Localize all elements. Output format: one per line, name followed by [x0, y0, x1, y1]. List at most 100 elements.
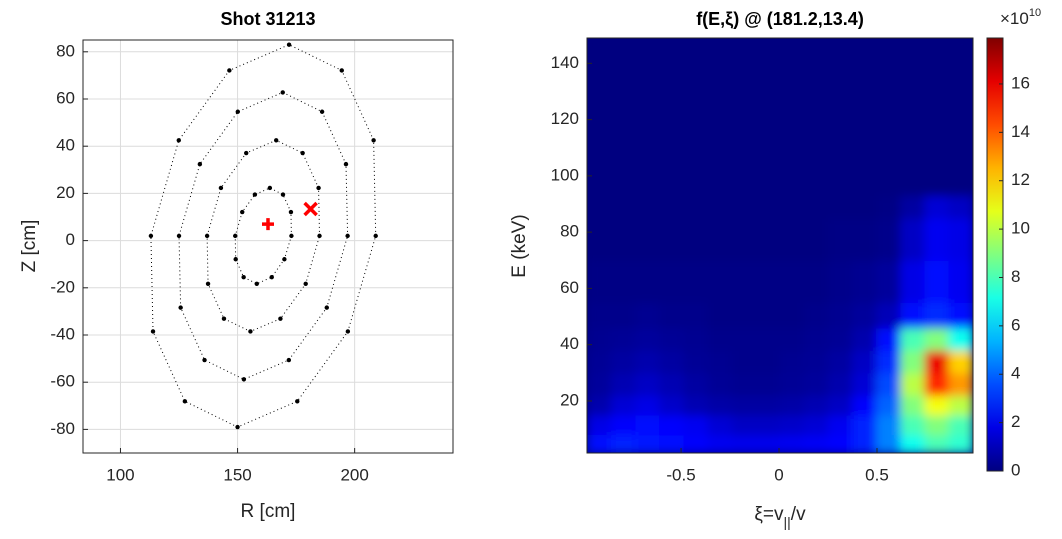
- heatmap-cell: [707, 372, 733, 396]
- heatmap-cell: [779, 395, 805, 416]
- heatmap-cells: [587, 38, 973, 453]
- grid-point: [197, 161, 203, 167]
- grid-point: [240, 209, 245, 215]
- grid-point: [317, 233, 322, 239]
- heatmap-cell: [924, 350, 950, 374]
- heatmap-cell: [587, 395, 612, 416]
- exponent-base: ×10: [1000, 9, 1029, 28]
- colorbar-tick-label: 14: [1011, 122, 1030, 141]
- grid-point: [205, 281, 211, 286]
- heatmap-cell: [948, 350, 973, 374]
- grid-point: [227, 68, 232, 73]
- heatmap-cell: [707, 350, 733, 374]
- heatmap-cell: [803, 302, 829, 329]
- grid-point: [176, 138, 181, 143]
- heatmap-cell: [924, 119, 950, 197]
- heatmap-cell: [611, 372, 636, 396]
- heatmap-cell: [900, 195, 925, 219]
- heatmap-cell: [683, 350, 709, 374]
- grid-point: [235, 109, 240, 114]
- heatmap-cell: [611, 119, 636, 197]
- heatmap-cell: [900, 350, 925, 374]
- x-axis-label: ξ=v||/v: [754, 504, 806, 530]
- heatmap-cell: [852, 218, 877, 261]
- heatmap-cell: [876, 372, 901, 396]
- heatmap-cell: [587, 415, 612, 436]
- grid-point: [235, 424, 240, 430]
- grid-point: [345, 329, 351, 334]
- heatmap-cell: [659, 302, 684, 329]
- grid-point: [324, 305, 329, 310]
- heatmap-cell: [924, 260, 950, 303]
- heatmap-cell: [683, 395, 709, 416]
- x-label-part: ξ=v: [754, 504, 784, 525]
- heatmap-cell: [779, 415, 805, 436]
- heatmap-cell: [659, 395, 684, 416]
- heatmap-cell: [948, 218, 973, 261]
- heatmap-cell: [755, 327, 781, 351]
- heatmap-cell: [707, 415, 733, 436]
- heatmap-cell: [852, 119, 877, 197]
- heatmap-cell: [731, 434, 757, 453]
- heatmap-cell: [779, 350, 805, 374]
- heatmap-cell: [731, 415, 757, 436]
- heatmap-cell: [779, 260, 805, 303]
- heatmap-cell: [828, 195, 853, 219]
- heatmap-cell: [828, 434, 853, 453]
- heatmap-cell: [803, 260, 829, 303]
- heatmap-cell: [852, 415, 877, 436]
- colorbar-tick-label: 0: [1011, 460, 1020, 479]
- grid-point: [371, 138, 376, 143]
- heatmap-cell: [611, 434, 636, 453]
- heatmap-cell: [900, 415, 925, 436]
- heatmap-cell: [948, 395, 973, 416]
- heatmap-cell: [587, 350, 612, 374]
- heatmap-cell: [900, 218, 925, 261]
- grid-point: [267, 185, 273, 191]
- heatmap-cell: [611, 302, 636, 329]
- heatmap-cell: [611, 395, 636, 416]
- grid-point: [221, 316, 227, 321]
- heatmap-cell: [876, 434, 901, 453]
- heatmap-cell: [755, 395, 781, 416]
- heatmap-cell: [731, 395, 757, 416]
- heatmap-cell: [948, 302, 973, 329]
- heatmap-cell: [900, 372, 925, 396]
- heatmap-cell: [779, 327, 805, 351]
- y-tick-label: 40: [560, 334, 579, 353]
- heatmap-cell: [803, 395, 829, 416]
- heatmap-cell: [707, 434, 733, 453]
- grid-point: [288, 209, 294, 215]
- grid-point: [182, 399, 188, 404]
- heatmap-cell: [755, 302, 781, 329]
- heatmap-cell: [828, 260, 853, 303]
- heatmap-cell: [611, 327, 636, 351]
- heatmap-cell: [900, 38, 925, 121]
- heatmap-cell: [876, 218, 901, 261]
- heatmap-cell: [707, 260, 733, 303]
- grid-point: [178, 305, 183, 310]
- heatmap-cell: [707, 302, 733, 329]
- heatmap-cell: [611, 38, 636, 121]
- heatmap-cell: [900, 434, 925, 453]
- heatmap-cell: [755, 119, 781, 197]
- heatmap-cell: [731, 260, 757, 303]
- heatmap-cell: [803, 327, 829, 351]
- heatmap-cell: [876, 327, 901, 351]
- position-marker: [262, 218, 274, 231]
- grid-point: [339, 68, 344, 73]
- grid-point: [345, 233, 350, 239]
- heatmap-cell: [900, 260, 925, 303]
- colorbar-tick-label: 12: [1011, 170, 1030, 189]
- heatmap-cell: [587, 260, 612, 303]
- heatmap-cell: [587, 372, 612, 396]
- heatmap-cell: [707, 119, 733, 197]
- colorbar-tick-label: 10: [1011, 219, 1030, 238]
- heatmap-cell: [683, 119, 709, 197]
- heatmap-cell: [755, 372, 781, 396]
- heatmap-cell: [707, 395, 733, 416]
- grid-point: [233, 257, 238, 262]
- y-tick-label: 20: [560, 390, 579, 409]
- grid-point: [269, 274, 274, 280]
- heatmap-cell: [635, 434, 660, 453]
